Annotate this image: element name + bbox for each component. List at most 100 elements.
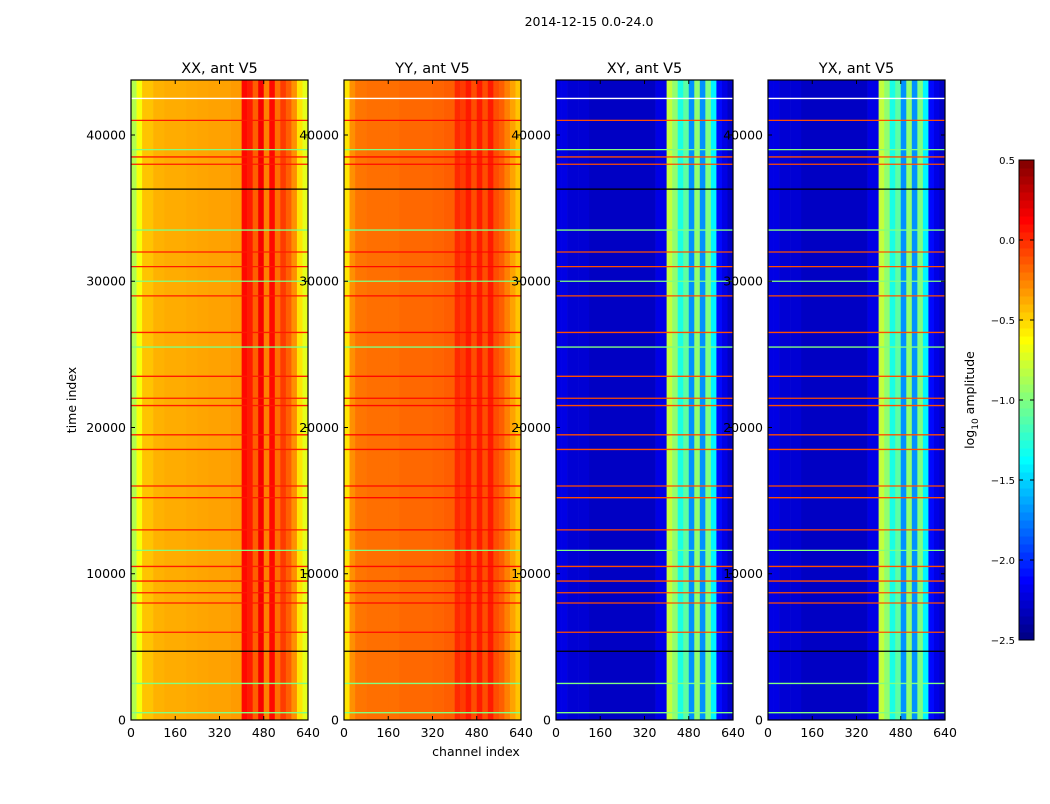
x-tick-label: 640 bbox=[721, 725, 745, 740]
colorbar-segment bbox=[1019, 368, 1034, 377]
heatmap-column bbox=[578, 80, 590, 720]
y-tick-label: 20000 bbox=[511, 420, 551, 435]
heatmap-column bbox=[710, 80, 717, 720]
colorbar-segment bbox=[1019, 504, 1034, 513]
colorbar-label-sub: 10 bbox=[971, 418, 981, 430]
colorbar-segment bbox=[1019, 424, 1034, 433]
heatmap-column bbox=[561, 80, 568, 720]
heatmap-column bbox=[296, 80, 303, 720]
colorbar-segment bbox=[1019, 416, 1034, 425]
x-tick-label: 640 bbox=[933, 725, 957, 740]
y-tick-label: 0 bbox=[543, 713, 551, 728]
heatmap-column bbox=[349, 80, 356, 720]
colorbar-segment bbox=[1019, 520, 1034, 529]
heatmap-column bbox=[443, 80, 455, 720]
heatmap-column bbox=[131, 80, 137, 720]
heatmap-column bbox=[895, 80, 902, 720]
heatmap-column bbox=[611, 80, 623, 720]
heatmap-column bbox=[721, 80, 728, 720]
heatmap-column bbox=[688, 80, 695, 720]
x-tick-label: 0 bbox=[340, 725, 348, 740]
colorbar-segment bbox=[1019, 400, 1034, 409]
heatmap-column bbox=[672, 80, 678, 720]
colorbar-segment bbox=[1019, 320, 1034, 329]
colorbar-segment bbox=[1019, 256, 1034, 265]
heatmap-column bbox=[241, 80, 248, 720]
heatmap-column bbox=[136, 80, 143, 720]
colorbar-tick-label: −2.5 bbox=[991, 636, 1015, 647]
heatmap-column bbox=[666, 80, 673, 720]
figure-title: 2014-12-15 0.0-24.0 bbox=[525, 14, 654, 29]
heatmap-column bbox=[230, 80, 242, 720]
heatmap-column bbox=[655, 80, 667, 720]
colorbar-segment bbox=[1019, 480, 1034, 489]
colorbar-segment bbox=[1019, 392, 1034, 401]
heatmap-column bbox=[186, 80, 198, 720]
colorbar-segment bbox=[1019, 352, 1034, 361]
colorbar-segment bbox=[1019, 288, 1034, 297]
y-tick-label: 40000 bbox=[511, 127, 551, 142]
x-tick-label: 160 bbox=[376, 725, 400, 740]
x-tick-label: 0 bbox=[552, 725, 560, 740]
colorbar-segment bbox=[1019, 216, 1034, 225]
heatmap-column bbox=[699, 80, 706, 720]
heatmap-column bbox=[302, 80, 309, 720]
heatmap-column bbox=[465, 80, 472, 720]
colorbar-segment bbox=[1019, 296, 1034, 305]
colorbar-segment bbox=[1019, 344, 1034, 353]
heatmap-column bbox=[644, 80, 656, 720]
y-tick-label: 0 bbox=[755, 713, 763, 728]
colorbar-segment bbox=[1019, 304, 1034, 313]
colorbar-segment bbox=[1019, 224, 1034, 233]
heatmap-column bbox=[432, 80, 444, 720]
heatmap-column bbox=[878, 80, 885, 720]
x-tick-label: 320 bbox=[633, 725, 657, 740]
heatmap-column bbox=[421, 80, 433, 720]
colorbar-segment bbox=[1019, 200, 1034, 209]
x-tick-label: 160 bbox=[163, 725, 187, 740]
y-tick-label: 30000 bbox=[86, 274, 126, 289]
colorbar-label-rest: amplitude bbox=[962, 351, 977, 418]
heatmap-column bbox=[683, 80, 690, 720]
panel-title: XY, ant V5 bbox=[607, 61, 683, 77]
heatmap-column bbox=[589, 80, 601, 720]
heatmap-column bbox=[812, 80, 824, 720]
heatmap-column bbox=[727, 80, 734, 720]
heatmap-column bbox=[900, 80, 907, 720]
panels: XX, ant V5 0 160 320 480 640 0 10000 20000 30000 4… bbox=[86, 61, 957, 740]
heatmap-column bbox=[269, 80, 276, 720]
x-tick-label: 320 bbox=[845, 725, 869, 740]
heatmap-column bbox=[716, 80, 723, 720]
heatmap-column bbox=[884, 80, 890, 720]
heatmap-column bbox=[677, 80, 684, 720]
y-tick-label: 30000 bbox=[299, 274, 339, 289]
colorbar-segment bbox=[1019, 312, 1034, 321]
y-tick-label: 10000 bbox=[86, 566, 126, 581]
x-tick-label: 320 bbox=[421, 725, 445, 740]
heatmap-column bbox=[768, 80, 774, 720]
colorbar-segment bbox=[1019, 248, 1034, 257]
heatmap-column bbox=[498, 80, 505, 720]
heatmap-column bbox=[291, 80, 298, 720]
y-tick-label: 20000 bbox=[299, 420, 339, 435]
heatmap-column bbox=[922, 80, 929, 720]
colorbar-segment bbox=[1019, 576, 1034, 585]
colorbar-segment bbox=[1019, 512, 1034, 521]
heatmap-column bbox=[933, 80, 940, 720]
x-tick-label: 480 bbox=[465, 725, 489, 740]
colorbar-segment bbox=[1019, 600, 1034, 609]
heatmap-column bbox=[779, 80, 791, 720]
heatmap-column bbox=[258, 80, 265, 720]
colorbar-tick-label: 0.0 bbox=[999, 236, 1015, 247]
heatmap-column bbox=[856, 80, 868, 720]
colorbar-segment bbox=[1019, 584, 1034, 593]
heatmap-column bbox=[493, 80, 500, 720]
y-tick-label: 40000 bbox=[723, 127, 763, 142]
colorbar-segment bbox=[1019, 472, 1034, 481]
heatmap-column bbox=[867, 80, 879, 720]
colorbar-segment bbox=[1019, 336, 1034, 345]
heatmap-column bbox=[509, 80, 516, 720]
heatmap-column bbox=[705, 80, 712, 720]
colorbar-label: log10 amplitude bbox=[962, 351, 981, 449]
colorbar-segment bbox=[1019, 456, 1034, 465]
